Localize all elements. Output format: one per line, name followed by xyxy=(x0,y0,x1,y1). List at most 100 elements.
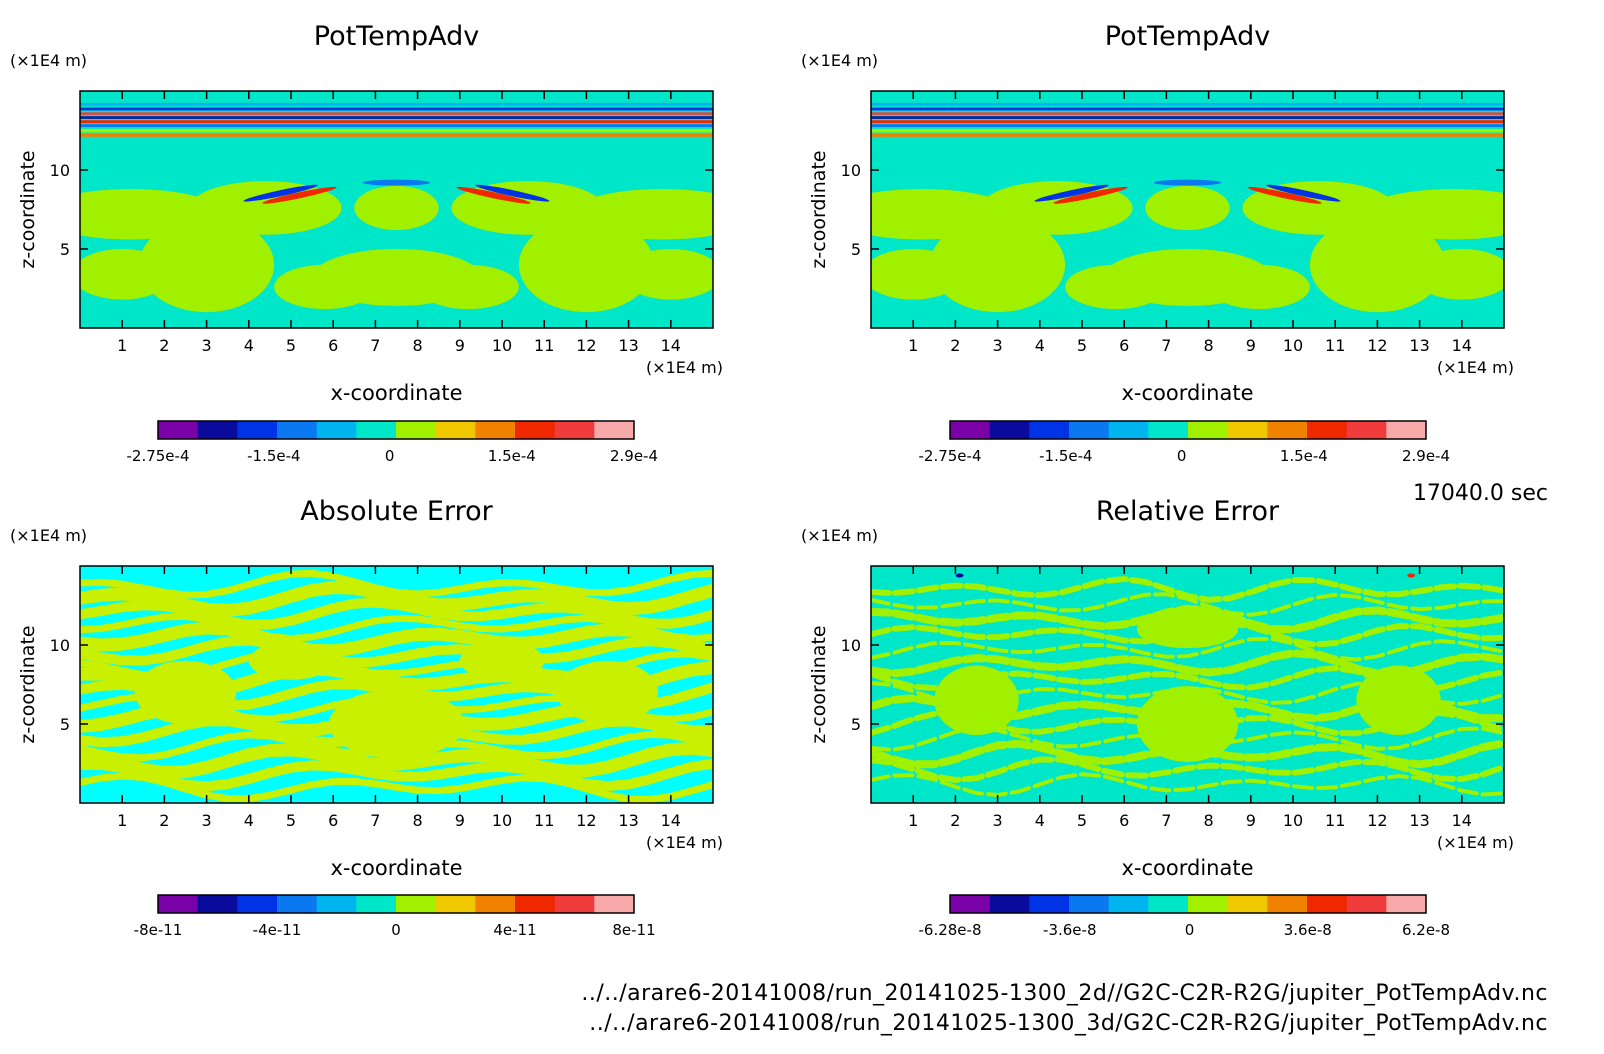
field-streak-center xyxy=(362,179,431,186)
rel-stripe xyxy=(871,576,1504,603)
colorbar-swatch xyxy=(1386,895,1427,913)
x-tick-label: 5 xyxy=(286,811,296,830)
colorbar-swatch xyxy=(237,421,278,439)
colorbar-label: 6.2e-8 xyxy=(1402,921,1450,939)
colorbar-swatch xyxy=(316,421,357,439)
x-tick-label: 14 xyxy=(661,811,681,830)
x-tick-label: 7 xyxy=(370,336,380,355)
field-band xyxy=(871,102,1504,106)
x-tick-label: 1 xyxy=(117,336,127,355)
field-streak-blue xyxy=(475,184,550,202)
rel-speck-red xyxy=(1407,573,1416,578)
x-axis-label: x-coordinate xyxy=(1121,856,1253,880)
rel-lobe xyxy=(934,665,1019,736)
x-tick-label: 8 xyxy=(413,336,423,355)
rel-lobe xyxy=(1356,665,1441,736)
chart-title: PotTempAdv xyxy=(314,21,480,52)
colorbar-swatch xyxy=(435,421,476,439)
colorbar: -2.75e-4 -1.5e-4 0 1.5e-4 2.9e-4 xyxy=(919,420,1450,465)
x-tick-label: 14 xyxy=(1452,336,1472,355)
colorbar-swatch xyxy=(396,895,437,913)
chart-title: Relative Error xyxy=(1096,496,1280,527)
rel-stripe xyxy=(871,772,1504,798)
colorbar-swatch xyxy=(989,421,1030,439)
x-tick-label: 3 xyxy=(202,811,212,830)
file-path-1: ../../arare6-20141008/run_20141025-1300_… xyxy=(581,981,1548,1006)
x-tick-label: 14 xyxy=(661,336,681,355)
colorbar-swatch xyxy=(1148,421,1189,439)
colorbar-swatch xyxy=(356,895,397,913)
x-tick-label: 4 xyxy=(244,336,254,355)
plot-area xyxy=(871,566,1504,803)
plot-area xyxy=(80,566,713,803)
colorbar-label: -3.6e-8 xyxy=(1043,921,1096,939)
x-tick-label: 13 xyxy=(1409,336,1429,355)
colorbar-swatch xyxy=(989,895,1030,913)
field-streak-red xyxy=(262,186,337,204)
colorbar-label: 0 xyxy=(391,921,401,939)
x-tick-label: 12 xyxy=(1367,811,1387,830)
x-tick-label: 9 xyxy=(1246,811,1256,830)
y-unit-label: (×1E4 m) xyxy=(10,51,87,70)
colorbar-frame xyxy=(157,420,635,440)
colorbar-swatch xyxy=(1307,895,1348,913)
colorbar-swatch xyxy=(515,421,556,439)
field-lobe xyxy=(1208,264,1310,310)
field-streak-center xyxy=(1153,179,1222,186)
field-band xyxy=(871,120,1504,124)
field-band xyxy=(871,128,1504,133)
colorbar-swatch xyxy=(1227,421,1268,439)
x-tick-label: 2 xyxy=(950,811,960,830)
x-tick-label: 11 xyxy=(1325,811,1345,830)
field-band xyxy=(80,112,713,115)
x-tick-label: 6 xyxy=(328,336,338,355)
field-lobe xyxy=(1065,264,1167,310)
plot-frame xyxy=(79,565,714,804)
colorbar-swatch xyxy=(396,421,437,439)
x-tick-label: 5 xyxy=(286,336,296,355)
x-tick-label: 1 xyxy=(908,336,918,355)
x-unit-label: (×1E4 m) xyxy=(646,833,723,852)
y-tick-label: 10 xyxy=(50,161,70,180)
colorbar-label: -2.75e-4 xyxy=(919,447,982,465)
colorbar: -8e-11 -4e-11 0 4e-11 8e-11 xyxy=(134,894,656,939)
x-tick-label: 8 xyxy=(413,811,423,830)
x-tick-label: 7 xyxy=(1161,336,1171,355)
colorbar-label: 0 xyxy=(1185,921,1195,939)
y-axis-label: z-coordinate xyxy=(17,625,39,743)
y-tick-label: 5 xyxy=(851,240,861,259)
colorbar-swatch xyxy=(316,895,357,913)
colorbar-swatch xyxy=(554,421,595,439)
field-band xyxy=(80,107,713,111)
field-lobe xyxy=(274,264,376,310)
colorbar-label: -6.28e-8 xyxy=(919,921,982,939)
colorbar-label: 1.5e-4 xyxy=(1280,447,1328,465)
colorbar-label: -8e-11 xyxy=(134,921,183,939)
abs-stripe xyxy=(80,621,713,658)
rel-speck-blue xyxy=(955,573,964,578)
y-tick-label: 5 xyxy=(851,715,861,734)
abs-stripe xyxy=(80,741,713,779)
x-tick-label: 2 xyxy=(950,336,960,355)
field-band xyxy=(80,116,713,119)
rel-stripe xyxy=(871,604,1504,634)
colorbar-frame xyxy=(949,420,1427,440)
colorbar-label: 2.9e-4 xyxy=(1402,447,1450,465)
colorbar-swatch xyxy=(1148,895,1189,913)
field-streak-blue xyxy=(1034,184,1109,202)
colorbar-swatch xyxy=(1386,421,1427,439)
time-label: 17040.0 sec xyxy=(1412,481,1548,506)
x-tick-label: 9 xyxy=(1246,336,1256,355)
colorbar-frame xyxy=(157,894,635,914)
x-tick-label: 7 xyxy=(370,811,380,830)
field-band xyxy=(871,112,1504,115)
field-band xyxy=(80,128,713,133)
abs-stripe xyxy=(80,635,713,668)
chart-title: PotTempAdv xyxy=(1105,21,1271,52)
colorbar-swatch xyxy=(356,421,397,439)
x-tick-label: 3 xyxy=(202,336,212,355)
x-tick-label: 6 xyxy=(1119,811,1129,830)
colorbar-label: -4e-11 xyxy=(253,921,302,939)
colorbar-frame xyxy=(949,894,1427,914)
abs-stripe xyxy=(80,758,713,792)
